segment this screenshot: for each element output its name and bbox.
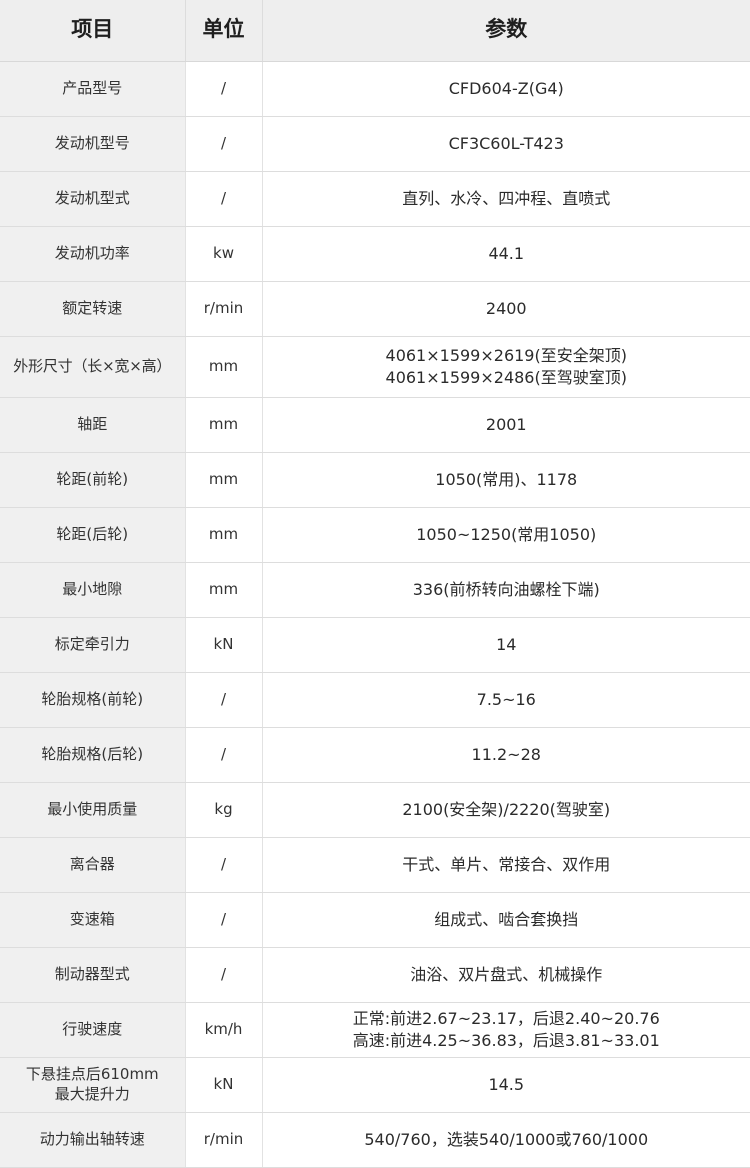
row-label: 制动器型式 (0, 946, 186, 1003)
row-label: 轮距(后轮) (0, 506, 186, 563)
row-unit: mm (185, 396, 263, 453)
table-row: 最小地隙 mm 336(前桥转向油螺栓下端) (0, 561, 750, 618)
row-label-line-1: 下悬挂点后610mm (25, 1064, 159, 1083)
row-value: 干式、单片、常接合、双作用 (262, 836, 750, 893)
row-label: 产品型号 (0, 60, 186, 117)
column-header-param: 参数 (262, 0, 750, 62)
row-unit: / (185, 726, 263, 783)
row-value: 2400 (262, 280, 750, 337)
row-unit: / (185, 115, 263, 172)
table-body: 产品型号 / CFD604-Z(G4) 发动机型号 / CF3C60L-T423… (0, 60, 750, 1168)
row-value-line-2: 4061×1599×2486(至驾驶室顶) (385, 367, 627, 387)
row-label: 行驶速度 (0, 1001, 186, 1058)
row-value: 11.2~28 (262, 726, 750, 783)
table-row: 发动机型号 / CF3C60L-T423 (0, 115, 750, 172)
table-row: 轴距 mm 2001 (0, 396, 750, 453)
row-unit: r/min (185, 280, 263, 337)
row-value: 2100(安全架)/2220(驾驶室) (262, 781, 750, 838)
table-row: 制动器型式 / 油浴、双片盘式、机械操作 (0, 946, 750, 1003)
row-label: 变速箱 (0, 891, 186, 948)
row-value: 336(前桥转向油螺栓下端) (262, 561, 750, 618)
table-row: 轮胎规格(后轮) / 11.2~28 (0, 726, 750, 783)
row-unit: kg (185, 781, 263, 838)
row-unit: / (185, 891, 263, 948)
row-unit: kN (185, 616, 263, 673)
row-unit: / (185, 170, 263, 227)
row-value: 14.5 (262, 1056, 750, 1113)
row-unit: mm (185, 451, 263, 508)
row-label: 发动机型号 (0, 115, 186, 172)
header-row: 项目 单位 参数 (0, 0, 750, 62)
table-row: 轮胎规格(前轮) / 7.5~16 (0, 671, 750, 728)
table-row: 离合器 / 干式、单片、常接合、双作用 (0, 836, 750, 893)
row-value-line-2: 高速:前进4.25~36.83，后退3.81~33.01 (352, 1030, 660, 1050)
row-label: 外形尺寸（长×宽×高） (0, 335, 186, 398)
table-header: 项目 单位 参数 (0, 0, 750, 62)
row-value: 1050~1250(常用1050) (262, 506, 750, 563)
row-value: 4061×1599×2619(至安全架顶) 4061×1599×2486(至驾驶… (262, 335, 750, 398)
table-row: 产品型号 / CFD604-Z(G4) (0, 60, 750, 117)
table-row: 行驶速度 km/h 正常:前进2.67~23.17，后退2.40~20.76 高… (0, 1001, 750, 1058)
table-row: 额定转速 r/min 2400 (0, 280, 750, 337)
row-unit: mm (185, 506, 263, 563)
row-unit: mm (185, 561, 263, 618)
row-value: 44.1 (262, 225, 750, 282)
row-value-line-1: 正常:前进2.67~23.17，后退2.40~20.76 (352, 1009, 660, 1029)
column-header-unit: 单位 (185, 0, 263, 62)
row-label: 最小地隙 (0, 561, 186, 618)
table-row: 下悬挂点后610mm 最大提升力 kN 14.5 (0, 1056, 750, 1113)
row-unit: / (185, 60, 263, 117)
row-unit: / (185, 671, 263, 728)
row-unit: / (185, 946, 263, 1003)
table-row: 发动机型式 / 直列、水冷、四冲程、直喷式 (0, 170, 750, 227)
table-row: 轮距(前轮) mm 1050(常用)、1178 (0, 451, 750, 508)
row-label: 发动机功率 (0, 225, 186, 282)
row-unit: km/h (185, 1001, 263, 1058)
table-row: 动力输出轴转速 r/min 540/760，选装540/1000或760/100… (0, 1111, 750, 1168)
row-label: 轴距 (0, 396, 186, 453)
row-value: 组成式、啮合套换挡 (262, 891, 750, 948)
row-label: 离合器 (0, 836, 186, 893)
table-row: 轮距(后轮) mm 1050~1250(常用1050) (0, 506, 750, 563)
row-value: 7.5~16 (262, 671, 750, 728)
row-value: 2001 (262, 396, 750, 453)
row-unit: mm (185, 335, 263, 398)
row-label: 下悬挂点后610mm 最大提升力 (0, 1056, 186, 1113)
row-value: 540/760，选装540/1000或760/1000 (262, 1111, 750, 1168)
row-label: 轮胎规格(后轮) (0, 726, 186, 783)
table-row: 发动机功率 kw 44.1 (0, 225, 750, 282)
row-value: 油浴、双片盘式、机械操作 (262, 946, 750, 1003)
table-row: 外形尺寸（长×宽×高） mm 4061×1599×2619(至安全架顶) 406… (0, 335, 750, 398)
row-unit: kN (185, 1056, 263, 1113)
row-value: 正常:前进2.67~23.17，后退2.40~20.76 高速:前进4.25~3… (262, 1001, 750, 1058)
row-label: 动力输出轴转速 (0, 1111, 186, 1168)
row-label: 额定转速 (0, 280, 186, 337)
table-row: 标定牵引力 kN 14 (0, 616, 750, 673)
row-label: 发动机型式 (0, 170, 186, 227)
row-label: 轮距(前轮) (0, 451, 186, 508)
row-label-line-2: 最大提升力 (54, 1084, 130, 1103)
row-unit: kw (185, 225, 263, 282)
column-header-item: 项目 (0, 0, 186, 62)
row-label: 最小使用质量 (0, 781, 186, 838)
row-unit: r/min (185, 1111, 263, 1168)
row-value: 14 (262, 616, 750, 673)
table-row: 变速箱 / 组成式、啮合套换挡 (0, 891, 750, 948)
row-value: CF3C60L-T423 (262, 115, 750, 172)
row-unit: / (185, 836, 263, 893)
row-value: CFD604-Z(G4) (262, 60, 750, 117)
row-value-line-1: 4061×1599×2619(至安全架顶) (385, 346, 627, 366)
row-value: 1050(常用)、1178 (262, 451, 750, 508)
row-label: 标定牵引力 (0, 616, 186, 673)
row-label: 轮胎规格(前轮) (0, 671, 186, 728)
table-row: 最小使用质量 kg 2100(安全架)/2220(驾驶室) (0, 781, 750, 838)
row-value: 直列、水冷、四冲程、直喷式 (262, 170, 750, 227)
